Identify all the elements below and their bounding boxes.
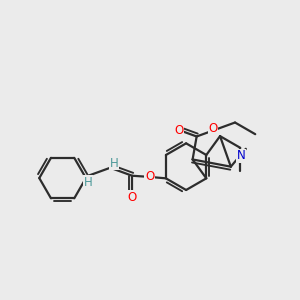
Text: N: N (237, 149, 246, 163)
Text: H: H (110, 157, 118, 170)
Text: O: O (128, 191, 137, 204)
Text: O: O (208, 122, 218, 135)
Text: O: O (175, 124, 184, 137)
Text: O: O (145, 170, 154, 183)
Text: H: H (84, 176, 93, 189)
